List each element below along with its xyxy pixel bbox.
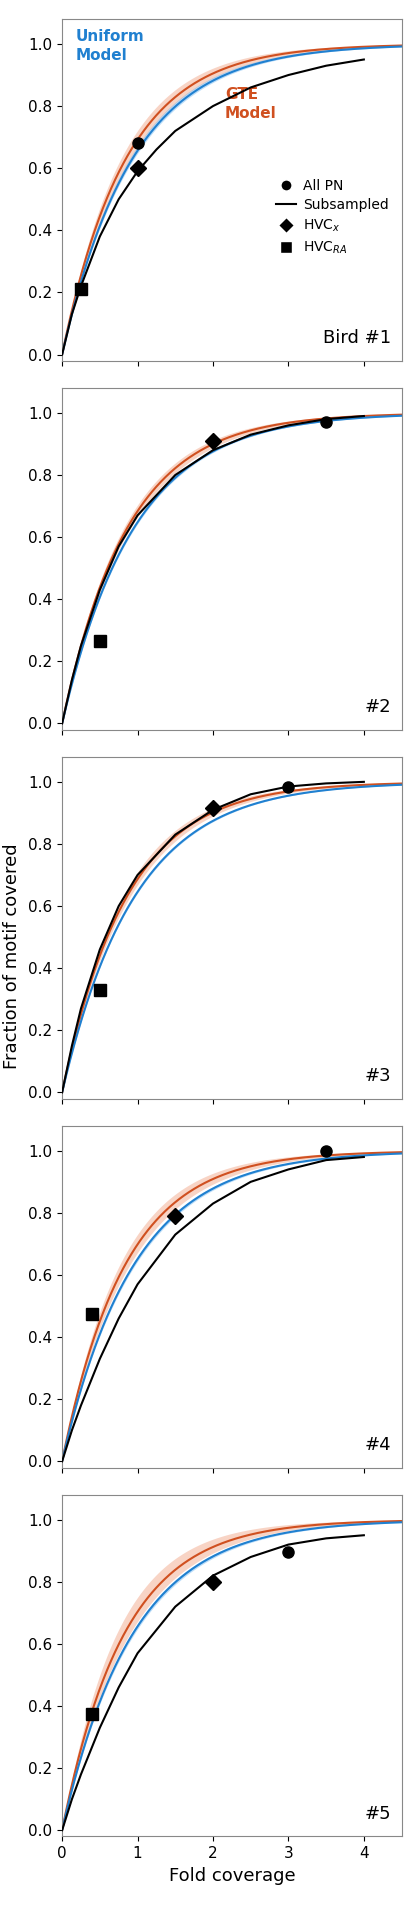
- Text: Bird #1: Bird #1: [323, 329, 390, 346]
- Text: Fraction of motif covered: Fraction of motif covered: [3, 844, 21, 1069]
- Text: #4: #4: [364, 1437, 390, 1454]
- Text: Uniform
Model: Uniform Model: [76, 29, 144, 63]
- Text: #3: #3: [364, 1067, 390, 1085]
- Text: #5: #5: [364, 1804, 390, 1823]
- Legend: All PN, Subsampled, HVC$_x$, HVC$_{RA}$: All PN, Subsampled, HVC$_x$, HVC$_{RA}$: [269, 172, 394, 262]
- X-axis label: Fold coverage: Fold coverage: [168, 1867, 294, 1884]
- Text: GTE
Model: GTE Model: [225, 88, 276, 121]
- Text: #2: #2: [364, 698, 390, 715]
